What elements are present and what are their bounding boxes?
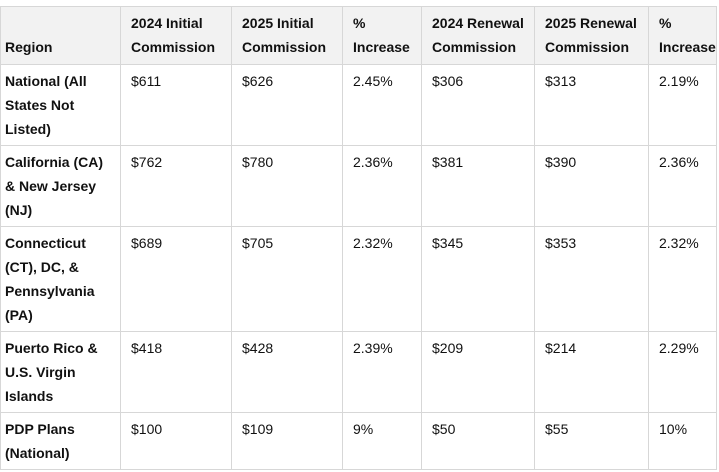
table-row: Puerto Rico & U.S. Virgin Islands $418 $…: [0, 331, 717, 413]
cell-region: National (All States Not Listed): [0, 64, 121, 146]
cell-2025-renewal: $390: [534, 145, 649, 227]
cell-2025-renewal: $353: [534, 226, 649, 332]
cell-2024-renewal: $50: [421, 412, 535, 470]
cell-2024-initial: $762: [120, 145, 232, 227]
cell-renewal-increase: 2.19%: [648, 64, 717, 146]
table-row: Connecticut (CT), DC, & Pennsylvania (PA…: [0, 226, 717, 332]
cell-2025-initial: $780: [231, 145, 343, 227]
header-renewal-increase: % Increase: [648, 6, 717, 65]
cell-2025-renewal: $214: [534, 331, 649, 413]
table-row: California (CA) & New Jersey (NJ) $762 $…: [0, 145, 717, 227]
cell-2024-initial: $100: [120, 412, 232, 470]
table-row: PDP Plans (National) $100 $109 9% $50 $5…: [0, 412, 717, 470]
cell-2024-initial: $689: [120, 226, 232, 332]
cell-2024-renewal: $306: [421, 64, 535, 146]
cell-2024-renewal: $381: [421, 145, 535, 227]
cell-2025-renewal: $313: [534, 64, 649, 146]
cell-renewal-increase: 2.36%: [648, 145, 717, 227]
cell-initial-increase: 2.32%: [342, 226, 422, 332]
table-header-row: Region 2024 Initial Commission 2025 Init…: [0, 6, 717, 65]
cell-renewal-increase: 10%: [648, 412, 717, 470]
header-2024-initial: 2024 Initial Commission: [120, 6, 232, 65]
cell-initial-increase: 2.45%: [342, 64, 422, 146]
cell-2024-initial: $611: [120, 64, 232, 146]
cell-region: Puerto Rico & U.S. Virgin Islands: [0, 331, 121, 413]
cell-2025-initial: $109: [231, 412, 343, 470]
cell-initial-increase: 9%: [342, 412, 422, 470]
cell-initial-increase: 2.36%: [342, 145, 422, 227]
cell-2025-initial: $626: [231, 64, 343, 146]
commission-table: Region 2024 Initial Commission 2025 Init…: [0, 6, 717, 470]
cell-renewal-increase: 2.29%: [648, 331, 717, 413]
header-2025-initial: 2025 Initial Commission: [231, 6, 343, 65]
cell-region: California (CA) & New Jersey (NJ): [0, 145, 121, 227]
cell-initial-increase: 2.39%: [342, 331, 422, 413]
cell-2025-initial: $705: [231, 226, 343, 332]
cell-2024-renewal: $345: [421, 226, 535, 332]
cell-2024-renewal: $209: [421, 331, 535, 413]
cell-2024-initial: $418: [120, 331, 232, 413]
header-2025-renewal: 2025 Renewal Commission: [534, 6, 649, 65]
cell-region: Connecticut (CT), DC, & Pennsylvania (PA…: [0, 226, 121, 332]
cell-2025-initial: $428: [231, 331, 343, 413]
header-region: Region: [0, 6, 121, 65]
table-row: National (All States Not Listed) $611 $6…: [0, 64, 717, 146]
header-2024-renewal: 2024 Renewal Commission: [421, 6, 535, 65]
header-initial-increase: % Increase: [342, 6, 422, 65]
cell-renewal-increase: 2.32%: [648, 226, 717, 332]
cell-2025-renewal: $55: [534, 412, 649, 470]
cell-region: PDP Plans (National): [0, 412, 121, 470]
